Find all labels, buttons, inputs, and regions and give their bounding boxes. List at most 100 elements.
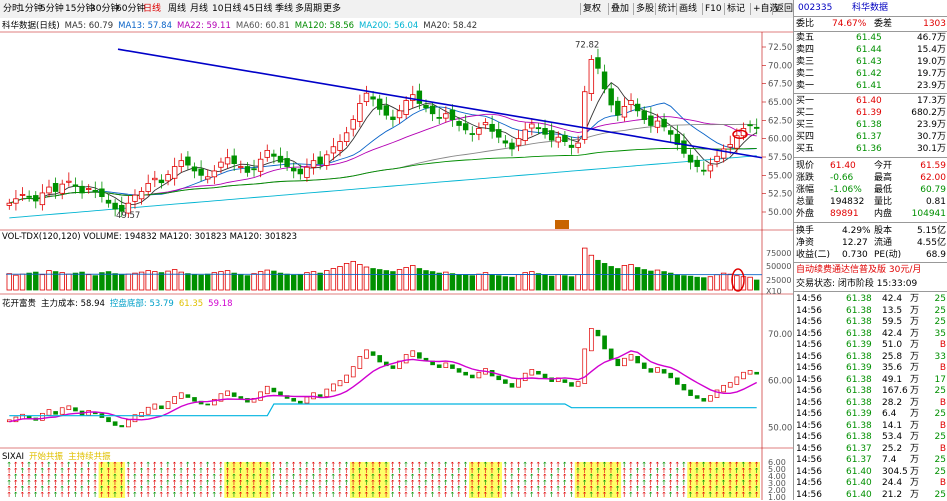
candle-up (178, 160, 184, 167)
volume-bar-down (535, 273, 542, 291)
period-tab-10[interactable]: 45日线 (243, 4, 273, 14)
indicator1-candle (681, 384, 687, 391)
signal-arrow: ↑ (158, 467, 164, 475)
tick-unit: 万 (910, 432, 920, 442)
tick-row: 14:56 61.38 28.2 万 B (794, 397, 947, 409)
period-tab-1[interactable]: 1分钟 (19, 4, 43, 14)
signal-arrow: ↑ (311, 467, 317, 475)
signal-arrow: ↑ (291, 461, 297, 469)
period-tab-9[interactable]: 10日线 (212, 4, 242, 14)
signal-arrow: ↑ (357, 485, 363, 493)
period-tab-13[interactable]: 更多 (323, 4, 342, 14)
signal-arrow: ↑ (410, 485, 416, 493)
signal-arrow: ↑ (59, 491, 65, 499)
tool-button-2[interactable]: 多股 (636, 4, 655, 14)
signal-highlight (250, 462, 258, 498)
signal-arrow: ↑ (661, 491, 667, 499)
candle-up (224, 157, 231, 165)
signal-arrow: ↑ (688, 467, 694, 475)
signal-arrow: ↑ (231, 467, 237, 475)
signal-arrow: ↑ (569, 461, 575, 469)
period-tab-2[interactable]: 5分钟 (40, 4, 64, 14)
candle-down (661, 118, 667, 128)
signal-arrow: ↑ (92, 479, 98, 487)
buy-volume: 23.9万 (916, 120, 946, 130)
candle-down (568, 144, 575, 148)
volume-bar-down (390, 271, 396, 291)
indicator1-candle (622, 357, 627, 367)
signal-arrow: ↑ (555, 491, 561, 499)
indicator2-name: SIXAI (2, 452, 25, 462)
period-tab-12[interactable]: 多周期 (295, 4, 323, 14)
signal-arrow: ↑ (185, 479, 191, 487)
signal-arrow: ↑ (344, 473, 350, 481)
tick-side: 25 (934, 432, 946, 442)
signal-arrow: ↑ (469, 485, 475, 493)
tick-side: 25 (934, 489, 946, 500)
period-tab-0[interactable]: 分时 (3, 4, 22, 14)
signal-arrow: ↑ (59, 473, 65, 481)
candle-down (747, 124, 753, 127)
signal-arrow: ↑ (244, 491, 250, 499)
candle-down (290, 167, 297, 172)
indicator1-candle (291, 398, 297, 402)
indicator1-candle (390, 365, 396, 369)
signal-arrow: ↑ (26, 485, 32, 493)
indicator1-candle (628, 354, 634, 361)
tool-button-3[interactable]: 统计 (658, 4, 677, 14)
tool-button-0[interactable]: 复权 (583, 4, 602, 14)
volume-bar-up (476, 273, 482, 291)
period-tab-8[interactable]: 月线 (190, 4, 209, 14)
indicator1-candle (245, 398, 250, 403)
signal-arrow: ↑ (132, 461, 138, 469)
tool-button-4[interactable]: 画线 (679, 4, 698, 14)
tool-button-5[interactable]: F10 (705, 4, 722, 14)
period-tab-11[interactable]: 季线 (275, 4, 294, 14)
indicator1-line-magenta (9, 350, 758, 423)
buy-row: 买二 61.39 680.2万 (794, 107, 947, 119)
candle-down (185, 156, 191, 166)
price-axis-label: 57.50 (768, 153, 792, 163)
chart-area[interactable]: 72.50 70.00 67.50 65.00 62.50 60.00 57.50 55.00… (0, 18, 793, 500)
period-tab-6[interactable]: 日线 (143, 4, 162, 14)
signal-arrow: ↑ (258, 473, 264, 481)
candle-up (59, 183, 65, 194)
signal-arrow: ↑ (377, 491, 383, 499)
signal-arrow: ↑ (26, 479, 32, 487)
signal-arrow: ↑ (549, 461, 555, 469)
signal-highlight (581, 462, 589, 498)
indicator2-axis-label: 5.00 (768, 465, 786, 474)
signal-arrow: ↑ (595, 479, 601, 487)
period-tab-4[interactable]: 30分钟 (90, 4, 120, 14)
signal-arrow: ↑ (218, 479, 224, 487)
tool-button-7[interactable]: +自选 (753, 4, 779, 14)
candle-up (403, 100, 409, 115)
candle-up (138, 191, 145, 200)
tick-side: 25 (934, 317, 946, 327)
sell-label: 卖三 (796, 57, 815, 67)
signal-arrow: ↑ (297, 491, 303, 499)
trade-status: 交易状态: 闭市阶段 15:33:09 (796, 279, 918, 289)
period-tab-7[interactable]: 周线 (168, 4, 187, 14)
tick-unit: 万 (910, 489, 920, 500)
signal-arrow: ↑ (608, 479, 614, 487)
stat-value: -0.66 (830, 173, 854, 183)
indicator2-legend-item: 主持续共振 (68, 452, 111, 462)
signal-arrow: ↑ (608, 485, 614, 493)
signal-arrow: ↑ (198, 479, 204, 487)
volume-bar-down (271, 270, 277, 291)
signal-arrow: ↑ (86, 485, 92, 493)
period-tab-5[interactable]: 60分钟 (116, 4, 146, 14)
signal-arrow: ↑ (469, 491, 475, 499)
tool-button-6[interactable]: 标记 (727, 4, 746, 14)
chart-svg[interactable]: 72.50 70.00 67.50 65.00 62.50 60.00 57.50 55.00… (0, 18, 793, 500)
signal-arrow: ↑ (721, 485, 727, 493)
tool-button-8[interactable]: 返回 (775, 4, 794, 14)
signal-arrow: ↑ (635, 467, 641, 475)
signal-arrow: ↑ (165, 479, 171, 487)
indicator1-candle (331, 383, 336, 392)
signal-arrow: ↑ (198, 467, 204, 475)
tool-button-1[interactable]: 叠加 (611, 4, 630, 14)
period-tab-3[interactable]: 15分钟 (65, 4, 95, 14)
signal-arrow: ↑ (529, 491, 535, 499)
